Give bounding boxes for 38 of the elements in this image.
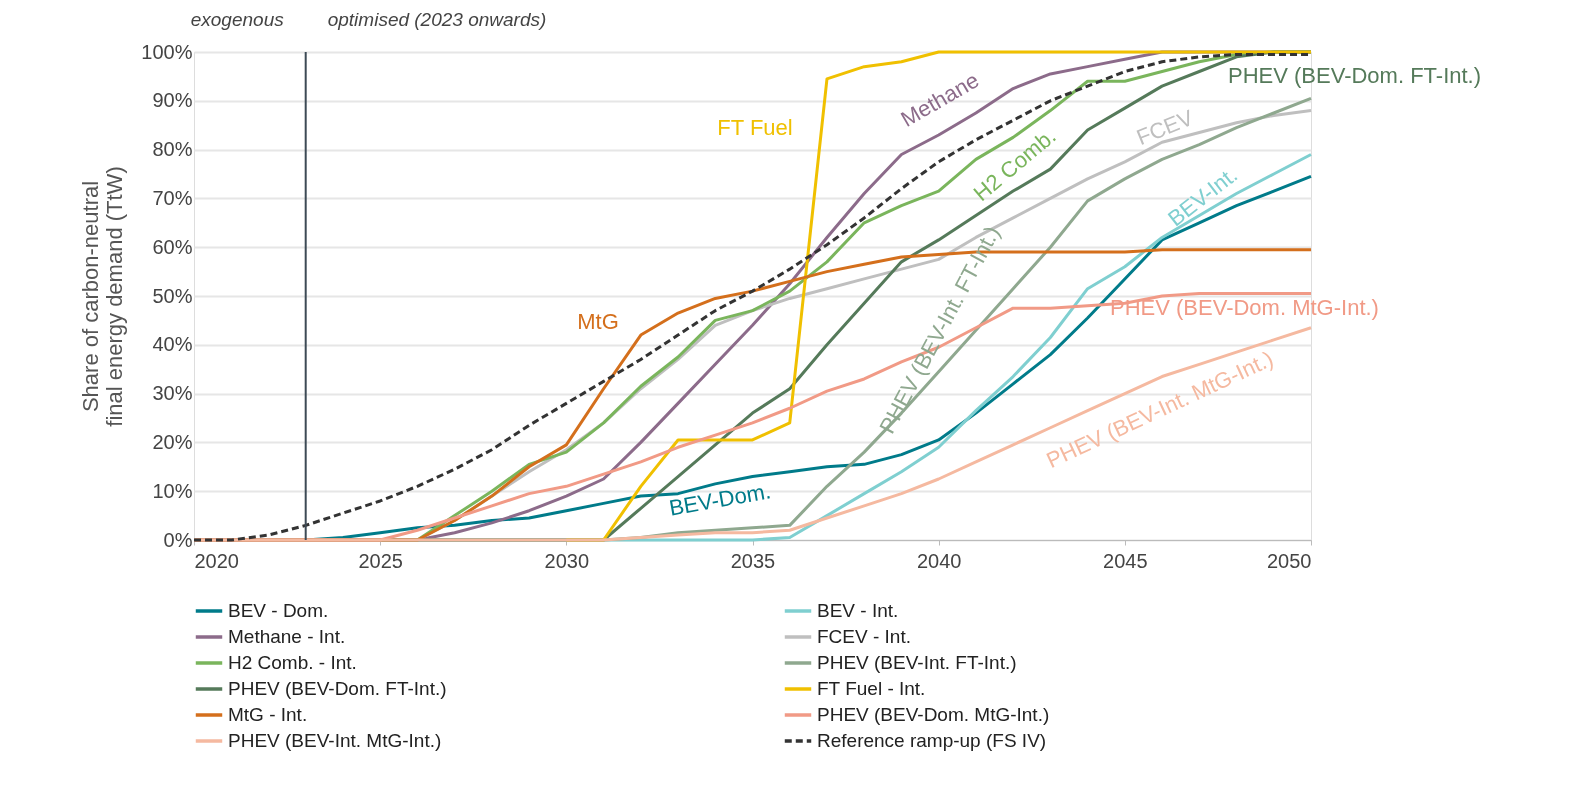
legend-label: PHEV (BEV-Dom. MtG-Int.)	[817, 704, 1050, 725]
x-tick-label: 2035	[730, 549, 776, 572]
legend-label: BEV - Dom.	[228, 600, 329, 621]
y-tick-label: 50%	[152, 284, 193, 307]
legend-label: PHEV (BEV-Int. MtG-Int.)	[228, 730, 442, 751]
annotation: MtG	[577, 309, 619, 334]
y-tick-label: 60%	[152, 235, 193, 258]
text: optimised (2023 onwards)	[327, 9, 547, 30]
y-tick-label: 0%	[163, 528, 193, 551]
y-tick-label: 80%	[152, 138, 193, 161]
annotation: PHEV (BEV-Dom. FT-Int.)	[1228, 63, 1482, 88]
x-tick-label: 2040	[916, 549, 962, 572]
legend-label: Methane - Int.	[228, 626, 346, 647]
y-tick-label: 10%	[152, 479, 193, 502]
text: exogenous	[190, 9, 285, 30]
legend-label: Reference ramp-up (FS IV)	[817, 730, 1047, 751]
y-tick-label: 30%	[152, 382, 193, 405]
annotation: BEV-Dom.	[667, 478, 773, 521]
x-tick-label: 2030	[544, 549, 590, 572]
x-tick-label: 2020	[194, 549, 239, 572]
legend-label: FT Fuel - Int.	[817, 678, 926, 699]
annotation: FT Fuel	[717, 115, 793, 140]
x-tick-label: 2025	[358, 549, 403, 572]
y-tick-label: 100%	[141, 40, 193, 63]
annotation: FCEV	[1132, 104, 1197, 151]
legend-label: PHEV (BEV-Int. FT-Int.)	[817, 652, 1017, 673]
legend-label: BEV - Int.	[817, 600, 899, 621]
x-tick-label: 2050	[1267, 549, 1312, 572]
y-tick-label: 90%	[152, 89, 193, 112]
legend-label: PHEV (BEV-Dom. FT-Int.)	[228, 678, 447, 699]
y-tick-label: 20%	[152, 430, 193, 453]
y-tick-label: 40%	[152, 333, 193, 356]
x-tick-label: 2045	[1103, 549, 1148, 572]
y-tick-label: 70%	[152, 186, 193, 209]
legend-label: MtG - Int.	[228, 704, 308, 725]
legend-label: H2 Comb. - Int.	[228, 652, 357, 673]
y-axis-title: Share of carbon-neutral final energy demand (TtW)	[78, 166, 128, 427]
legend-label: FCEV - Int.	[817, 626, 911, 647]
